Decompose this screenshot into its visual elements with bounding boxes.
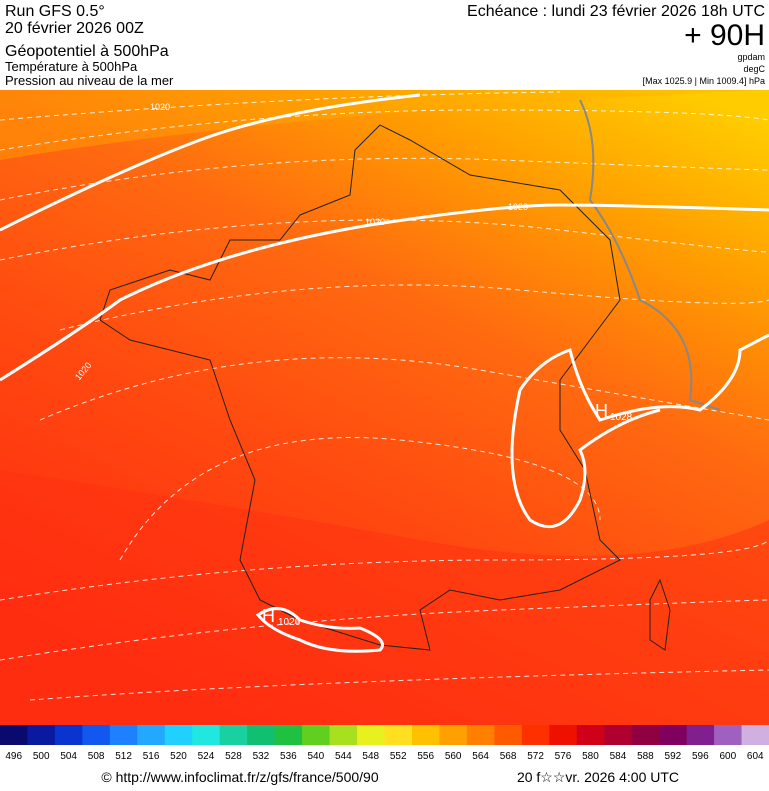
colorbar-label: 516: [143, 751, 160, 762]
colorbar-swatch: [384, 725, 413, 745]
colorbar: 496 500 504 508 512 516 520 524 528 532 536 540 544 5…: [0, 725, 769, 762]
colorbar-swatch: [82, 725, 111, 745]
colorbar-label: 504: [60, 751, 77, 762]
dashed-isotherms: [0, 91, 769, 701]
colorbar-swatch: [631, 725, 660, 745]
colorbar-swatch: [137, 725, 166, 745]
colorbar-swatch: [741, 725, 769, 745]
colorbar-label: 584: [610, 751, 627, 762]
colorbar-label: 500: [33, 751, 50, 762]
colorbar-label: 552: [390, 751, 407, 762]
colorbar-swatch: [604, 725, 633, 745]
colorbar-label: 596: [692, 751, 709, 762]
colorbar-label: 508: [88, 751, 105, 762]
colorbar-swatch: [466, 725, 495, 745]
map: 1020 1020 1020 1020 H 1028 H 1026: [0, 90, 769, 725]
colorbar-label: 532: [253, 751, 270, 762]
colorbar-swatch: [0, 725, 28, 745]
colorbar-label: 496: [5, 751, 22, 762]
colorbar-label: 604: [747, 751, 764, 762]
unit: gpdam: [737, 52, 765, 62]
colorbar-swatch: [714, 725, 743, 745]
field: Température à 500hPa: [5, 59, 138, 74]
colorbar-label: 540: [307, 751, 324, 762]
colorbar-label: 536: [280, 751, 297, 762]
high-value: 1026: [278, 617, 301, 628]
colorbar-swatch: [659, 725, 688, 745]
colorbar-swatch: [439, 725, 468, 745]
colorbar-label: 524: [198, 751, 215, 762]
colorbar-swatch: [357, 725, 385, 745]
high-symbol: H: [595, 401, 608, 421]
colorbar-label: 512: [115, 751, 132, 762]
high-value: 1028: [610, 412, 633, 423]
colorbar-swatch: [109, 725, 138, 745]
colorbar-swatch: [54, 725, 83, 745]
colorbar-swatch: [247, 725, 276, 745]
isobar-label: 1020: [150, 102, 170, 112]
high-symbol: H: [262, 606, 275, 626]
colorbar-swatch: [302, 725, 331, 745]
colorbar-label: 600: [719, 751, 736, 762]
colorbar-label: 544: [335, 751, 352, 762]
colorbar-label: 556: [417, 751, 434, 762]
field: Géopotentiel à 500hPa: [5, 43, 169, 60]
colorbar-swatch: [521, 725, 550, 745]
run: Run GFS 0.5°: [5, 3, 105, 20]
colorbar-label: 564: [472, 751, 489, 762]
colorbar-swatch: [576, 725, 605, 745]
temperature-band: [0, 90, 769, 160]
isobars: [0, 93, 769, 653]
unit: degC: [743, 64, 765, 74]
colorbar-label: 576: [555, 751, 572, 762]
isobar-label: 1020: [365, 217, 385, 227]
extremes: [Max 1025.9 | Min 1009.4] hPa: [643, 76, 765, 86]
header: Run GFS 0.5° 20 février 2026 00Z Géopote…: [5, 3, 766, 88]
colorbar-label: 588: [637, 751, 654, 762]
colorbar-label: 548: [362, 751, 379, 762]
footer-time: 20 f☆☆vr. 2026 4:00 UTC: [517, 769, 679, 785]
temperature-band: [0, 470, 769, 725]
colorbar-label: 580: [582, 751, 599, 762]
colorbar-swatch: [494, 725, 523, 745]
echeance: Echéance : lundi 23 février 2026 18h UTC: [467, 3, 765, 20]
colorbar-swatch: [686, 725, 715, 745]
colorbar-swatch: [219, 725, 248, 745]
footer-url: © http://www.infoclimat.fr/z/gfs/france/…: [101, 769, 378, 785]
colorbar-swatch: [549, 725, 578, 745]
run-date: 20 février 2026 00Z: [5, 20, 144, 37]
colorbar-swatch: [192, 725, 221, 745]
colorbar-swatch: [274, 725, 303, 745]
colorbar-label: 560: [445, 751, 462, 762]
colorbar-label: 520: [170, 751, 187, 762]
colorbar-swatch: [411, 725, 440, 745]
colorbar-label: 528: [225, 751, 242, 762]
colorbar-label: 592: [665, 751, 682, 762]
horizon: + 90H: [684, 19, 765, 52]
field: Pression au niveau de la mer: [5, 73, 174, 88]
colorbar-swatch: [164, 725, 193, 745]
border-line: [579, 99, 721, 411]
corsica-outline: [649, 578, 671, 651]
colorbar-swatch: [329, 725, 358, 745]
colorbar-label: 572: [527, 751, 544, 762]
colorbar-swatch: [27, 725, 56, 745]
isobar-label: 1020: [508, 202, 528, 212]
colorbar-label: 568: [500, 751, 517, 762]
